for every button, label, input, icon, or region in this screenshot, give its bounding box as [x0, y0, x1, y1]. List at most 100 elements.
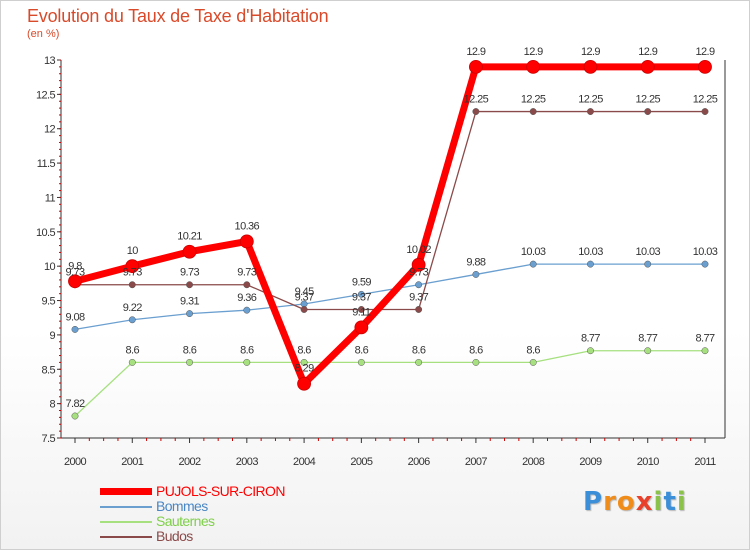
y-tick-label: 11.5 [37, 158, 56, 170]
series-line-bommes [74, 263, 706, 331]
data-point-budos [415, 306, 423, 313]
data-point-sauternes [644, 347, 652, 355]
legend-label: Bommes [156, 498, 208, 514]
data-point-pujols-sur-ciron [469, 59, 483, 74]
x-tick-label: 2007 [465, 456, 488, 468]
data-label-bommes: 9.59 [352, 276, 371, 288]
data-label-sauternes: 8.6 [469, 344, 483, 356]
series-layer [68, 59, 712, 420]
data-point-bommes [186, 310, 193, 318]
data-label-budos: 12.25 [635, 94, 660, 106]
legend-swatch [100, 535, 152, 538]
data-label-bommes: 9.45 [295, 286, 314, 298]
data-label-bommes: 10.03 [521, 246, 546, 258]
data-label-sauternes: 7.82 [65, 398, 84, 410]
data-labels-layer: 9.8 10 10.21 10.36 8.29 9.11 10.02 12.9 12.9 12.9… [65, 46, 718, 410]
data-point-budos [357, 306, 365, 313]
data-point-bommes [71, 325, 79, 333]
y-tick-label: 12 [44, 124, 56, 136]
data-label-bommes: 10.03 [693, 246, 718, 258]
data-label-bommes: 9.31 [180, 296, 199, 308]
data-label-pujols-sur-ciron: 9.11 [352, 306, 371, 318]
data-label-pujols-sur-ciron: 12.9 [695, 46, 714, 58]
data-point-budos [128, 281, 136, 289]
data-label-budos: 12.25 [578, 94, 603, 106]
x-tick-label: 2010 [637, 456, 660, 468]
chart-subtitle: (en %) [27, 28, 60, 40]
y-tick-label: 12.5 [36, 89, 55, 101]
x-tick-label: 2006 [408, 456, 431, 468]
data-label-budos: 12.25 [693, 94, 718, 106]
data-point-sauternes [529, 358, 537, 366]
logo-letter: o [616, 487, 636, 517]
y-tick-label: 10.5 [36, 227, 55, 239]
data-label-pujols-sur-ciron: 12.9 [638, 46, 657, 58]
legend: PUJOLS-SUR-CIRON Bommes Sauternes Budos [100, 484, 285, 544]
data-label-bommes: 9.08 [65, 311, 84, 323]
data-label-sauternes: 8.6 [297, 344, 311, 356]
data-point-pujols-sur-ciron [583, 59, 598, 74]
data-point-budos [587, 108, 594, 115]
data-label-budos: 9.37 [409, 291, 428, 303]
legend-item: PUJOLS-SUR-CIRON [100, 484, 285, 499]
data-point-sauternes [71, 412, 79, 420]
data-label-budos: 9.73 [180, 267, 199, 279]
y-tick-label: 9.5 [42, 296, 56, 308]
legend-swatch [100, 520, 152, 523]
data-point-bommes [644, 260, 652, 268]
legend-item: Budos [100, 529, 285, 544]
data-point-budos [701, 108, 709, 115]
x-tick-label: 2011 [694, 456, 716, 468]
y-tick-label: 10 [44, 261, 56, 273]
data-point-bommes [357, 290, 365, 298]
logo-letter: t [663, 487, 677, 517]
data-point-sauternes [587, 347, 594, 355]
data-label-budos: 9.73 [237, 267, 256, 279]
data-point-budos [186, 281, 193, 289]
data-label-bommes: 9.22 [123, 302, 142, 314]
data-point-pujols-sur-ciron [698, 59, 712, 74]
data-label-pujols-sur-ciron: 10 [127, 245, 139, 257]
x-tick-label: 2005 [350, 456, 373, 468]
data-point-pujols-sur-ciron [125, 259, 140, 274]
data-point-pujols-sur-ciron [297, 376, 311, 391]
data-point-budos [300, 306, 308, 313]
data-point-sauternes [128, 358, 136, 366]
proxiti-logo: Proxiti [583, 487, 687, 517]
data-label-pujols-sur-ciron: 12.9 [581, 46, 600, 58]
data-label-pujols-sur-ciron: 12.9 [524, 46, 543, 58]
data-label-pujols-sur-ciron: 10.02 [406, 244, 431, 256]
data-point-bommes [701, 260, 709, 268]
data-label-bommes: 10.03 [635, 246, 660, 258]
data-label-budos: 9.73 [65, 267, 84, 279]
x-tick-label: 2004 [293, 456, 316, 468]
logo-letter: i [653, 487, 664, 517]
data-point-sauternes [300, 358, 308, 366]
y-tick-label: 8 [49, 399, 55, 411]
data-label-sauternes: 8.6 [412, 344, 426, 356]
data-label-pujols-sur-ciron: 9.8 [68, 260, 82, 272]
data-point-pujols-sur-ciron [68, 274, 82, 289]
legend-label: Sauternes [156, 513, 215, 529]
y-tick-label: 11 [45, 192, 56, 204]
data-point-budos [243, 281, 251, 289]
data-point-pujols-sur-ciron [182, 244, 197, 259]
x-tick-label: 2001 [121, 456, 144, 468]
data-label-budos: 9.37 [352, 291, 371, 303]
data-label-sauternes: 8.6 [526, 344, 540, 356]
data-point-bommes [529, 260, 537, 268]
x-tick-label: 2008 [522, 456, 545, 468]
data-point-sauternes [186, 358, 193, 366]
data-point-bommes [587, 260, 594, 268]
data-point-bommes [243, 306, 251, 314]
x-tick-label: 2009 [579, 456, 602, 468]
data-label-budos: 12.25 [464, 94, 489, 106]
y-tick-label: 7.5 [42, 433, 56, 445]
data-label-sauternes: 8.6 [126, 344, 140, 356]
data-label-budos: 9.73 [123, 267, 142, 279]
series-line-budos [74, 110, 706, 311]
data-label-bommes: 9.36 [237, 292, 256, 304]
logo-letter: P [583, 487, 604, 517]
